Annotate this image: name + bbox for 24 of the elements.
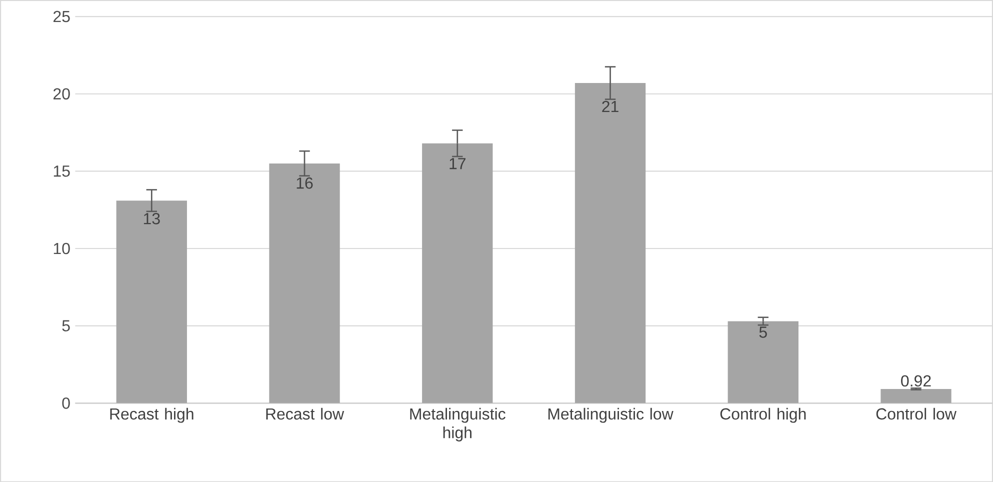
bar	[422, 143, 493, 403]
x-tick-label: Metalinguistic low	[548, 408, 674, 423]
data-label: 5	[759, 326, 767, 338]
y-tick-label: 15	[54, 165, 70, 177]
data-label: 21	[602, 100, 618, 112]
x-tick-label: Recast low	[266, 408, 344, 420]
bar	[269, 163, 340, 403]
y-tick-label: 25	[53, 10, 70, 22]
y-tick-label: 10	[54, 242, 70, 254]
y-tick-label: 20	[53, 88, 70, 100]
data-label: 0.92	[901, 375, 931, 386]
bar	[880, 388, 952, 403]
x-tick-label: Recast high	[110, 408, 194, 423]
x-tick-label: Metalinguistic high	[410, 408, 506, 442]
bar	[728, 321, 798, 403]
x-tick-label: Control low	[876, 408, 956, 420]
data-label: 17	[450, 158, 466, 169]
y-tick-label: 5	[62, 320, 70, 332]
data-label: 16	[296, 177, 313, 189]
y-tick-label: 0	[62, 397, 70, 409]
bar	[574, 82, 646, 403]
x-tick-label: Control high	[720, 408, 806, 423]
data-label: 13	[144, 212, 160, 224]
bar	[116, 200, 187, 403]
